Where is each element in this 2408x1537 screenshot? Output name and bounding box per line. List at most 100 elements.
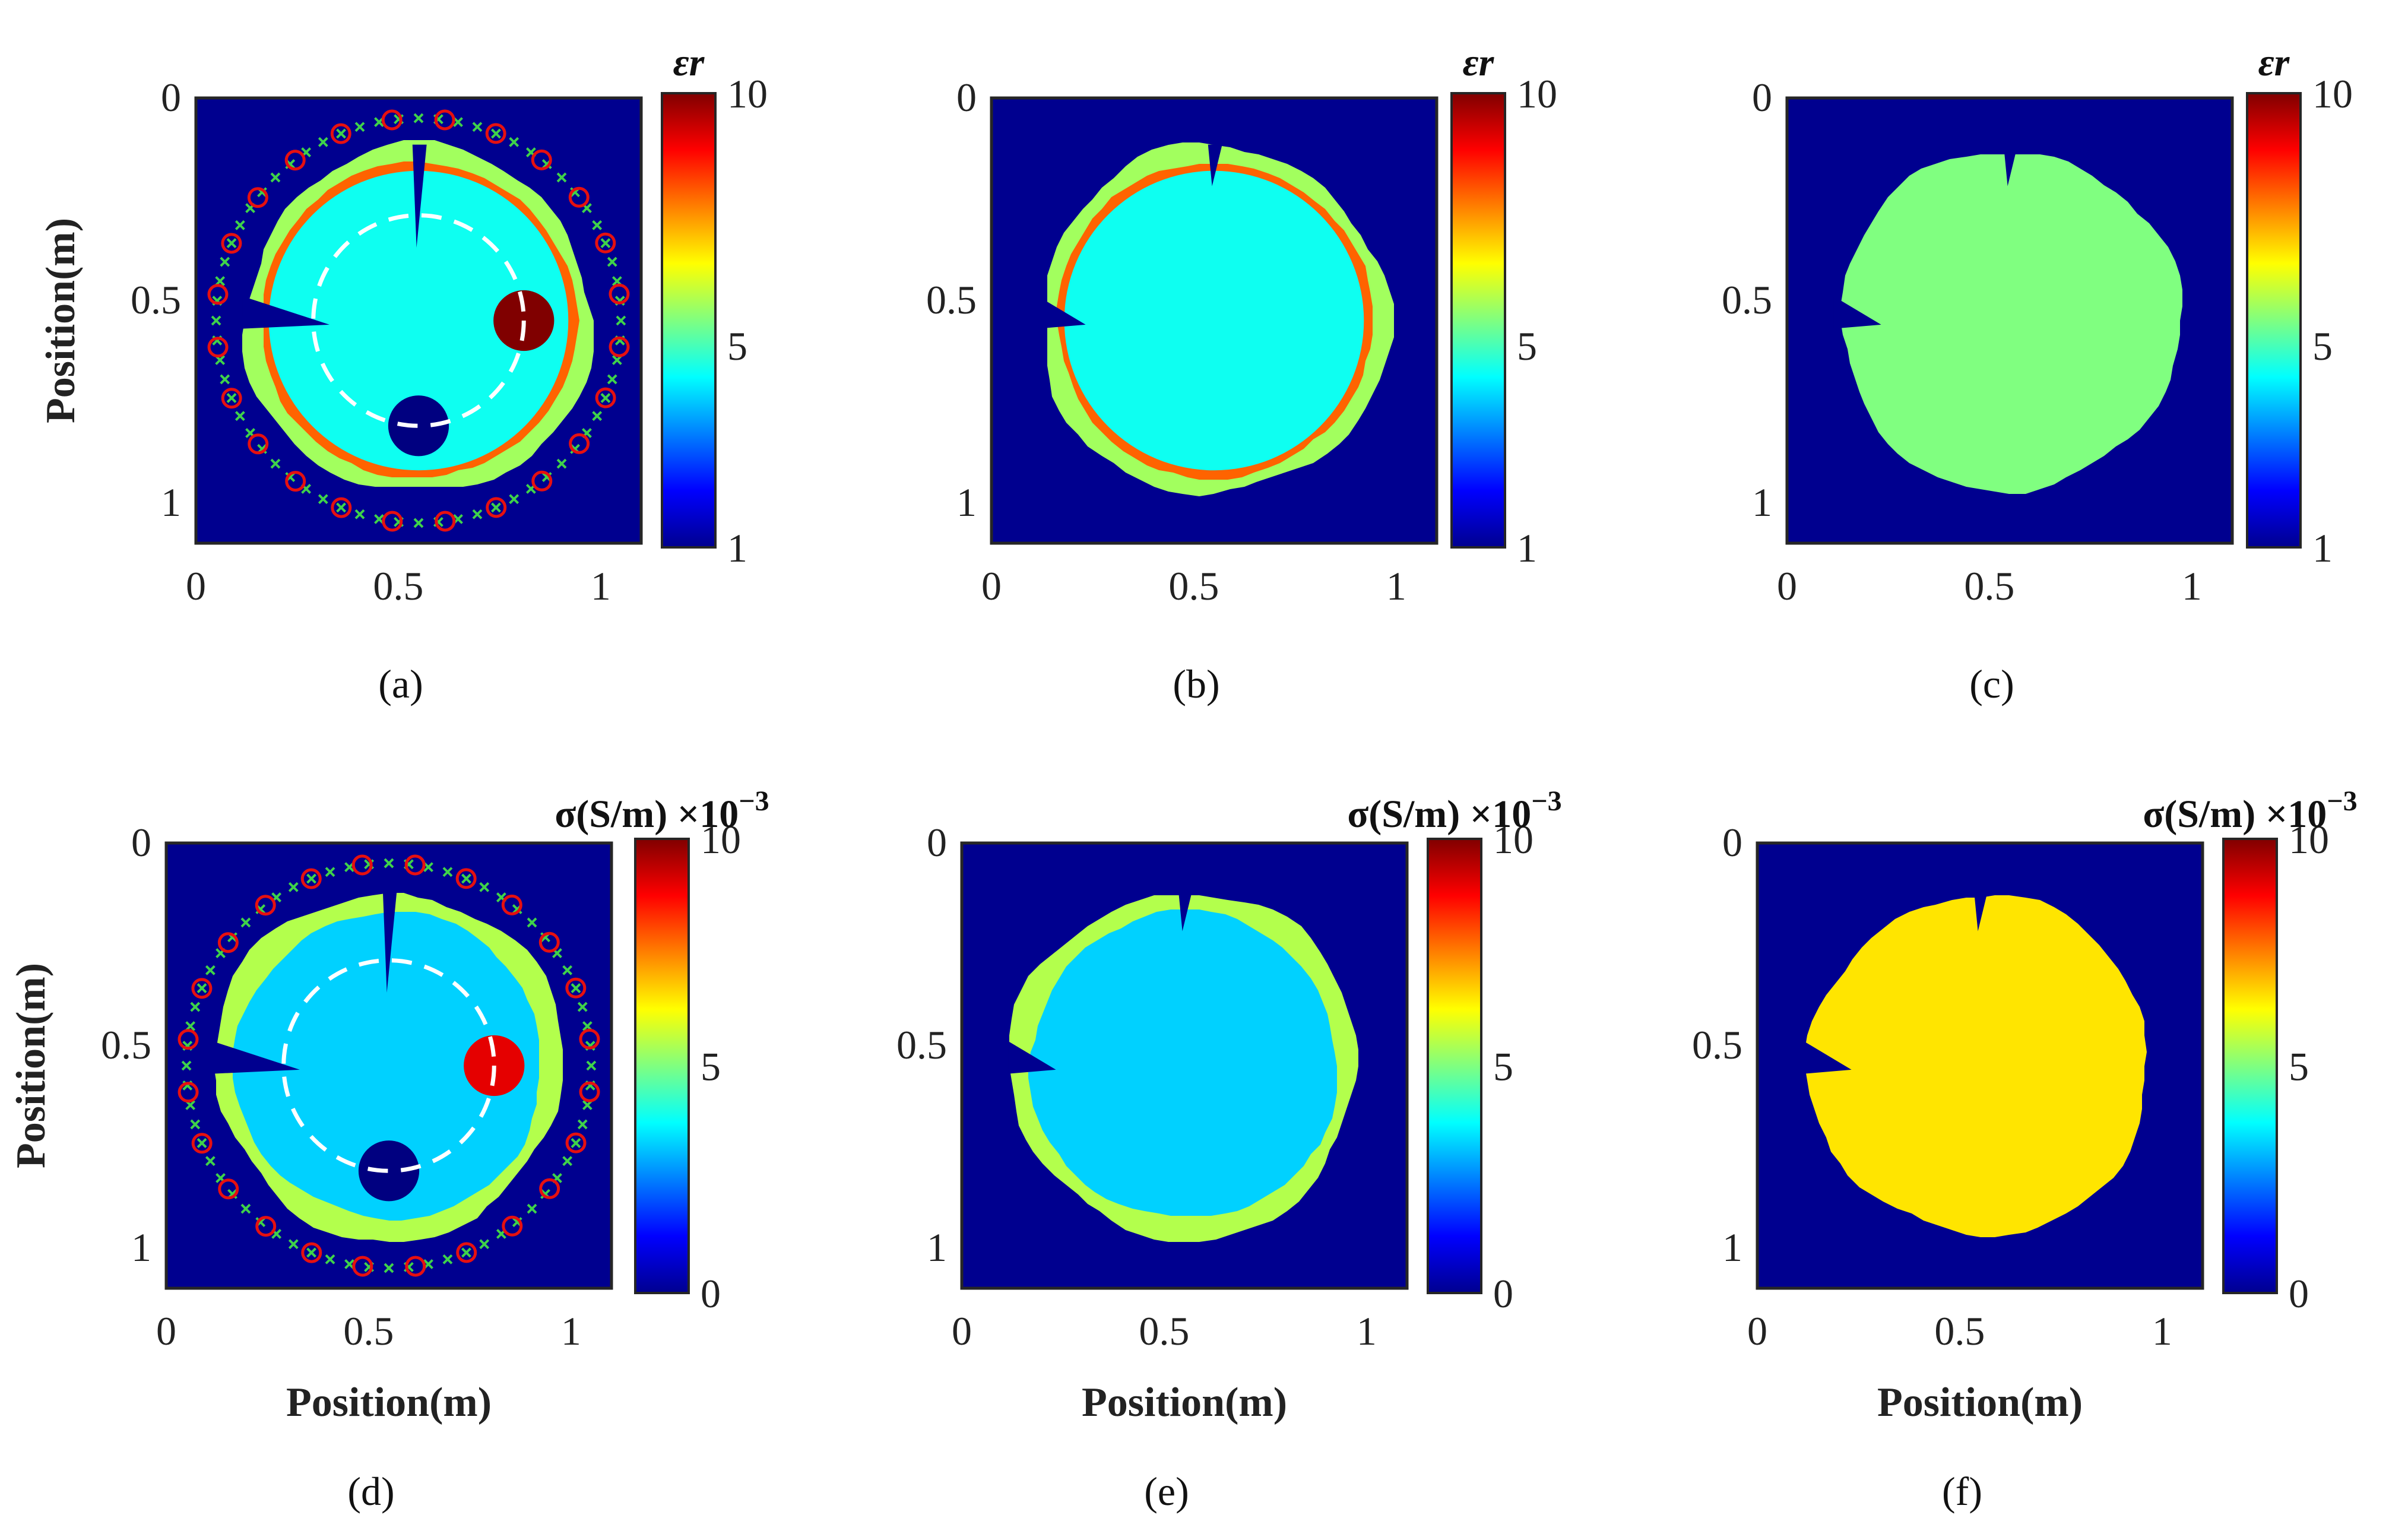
- antenna-circle-marker: [609, 336, 630, 357]
- antenna-x-marker: [270, 458, 281, 469]
- antenna-circle-marker: [191, 978, 213, 999]
- colorbar-tick-label: 0: [701, 1271, 721, 1316]
- colorbar-tick-label: 1: [727, 525, 747, 571]
- colorbar: [661, 92, 717, 549]
- x-tick-label: 1: [591, 563, 611, 609]
- y-tick-label: 1: [956, 480, 977, 525]
- colorbar-tick-label: 10: [1493, 817, 1533, 862]
- antenna-circle-marker: [178, 1082, 199, 1103]
- top-notch: [412, 144, 427, 248]
- antenna-x-marker: [374, 514, 384, 524]
- y-tick-label: 0.5: [1722, 277, 1772, 322]
- antenna-x-marker: [240, 1203, 251, 1214]
- colorbar-title: εr: [1463, 41, 1495, 84]
- antenna-circle-marker: [285, 471, 306, 492]
- colorbar: [2246, 92, 2302, 549]
- panel-caption: (d): [347, 1469, 394, 1514]
- interior-region: [1064, 170, 1364, 471]
- antenna-x-marker: [197, 983, 207, 993]
- antenna-circle-marker: [485, 123, 506, 144]
- uniform-region: [1805, 895, 2147, 1237]
- antenna-x-marker: [220, 256, 230, 267]
- colorbar-tick-label: 5: [1517, 324, 1537, 369]
- x-axis-label: Position(m): [1082, 1380, 1287, 1425]
- antenna-x-marker: [288, 882, 299, 892]
- panel-caption: (e): [1144, 1469, 1189, 1514]
- x-tick-label: 0: [1777, 563, 1797, 609]
- antenna-circle-marker: [382, 511, 403, 532]
- antenna-x-marker: [491, 128, 501, 139]
- colorbar-tick-label: 10: [2289, 817, 2329, 862]
- antenna-x-marker: [562, 1156, 573, 1167]
- antenna-x-marker: [336, 128, 346, 139]
- antenna-circle-marker: [569, 433, 590, 454]
- antenna-x-marker: [592, 411, 603, 422]
- antenna-x-marker: [586, 1060, 597, 1071]
- colorbar: [1427, 838, 1482, 1294]
- antenna-x-marker: [442, 1254, 453, 1265]
- antenna-x-marker: [215, 276, 226, 286]
- antenna-circle-marker: [579, 1028, 600, 1050]
- colorbar-title: σ(S/m) ×10−3: [1347, 785, 1561, 836]
- antenna-circle-marker: [502, 1215, 523, 1237]
- antenna-x-marker: [344, 1259, 354, 1269]
- colorbar-title: εr: [2258, 41, 2290, 84]
- x-tick-label: 0: [952, 1308, 972, 1354]
- antenna-circle-marker: [207, 337, 229, 358]
- antenna-circle-marker: [221, 388, 242, 409]
- antenna-x-marker: [607, 256, 617, 267]
- antenna-circle-marker: [405, 1256, 426, 1277]
- axes-frame: [990, 96, 1439, 545]
- antenna-circle-marker: [538, 931, 560, 953]
- interior-region: [1028, 909, 1337, 1216]
- antenna-x-marker: [240, 917, 251, 928]
- antenna-x-marker: [479, 882, 490, 892]
- antenna-x-marker: [600, 238, 611, 248]
- antenna-x-marker: [461, 1247, 471, 1258]
- antenna-x-marker: [556, 172, 567, 183]
- antenna-x-marker: [527, 1203, 537, 1214]
- antenna-x-marker: [556, 458, 567, 469]
- antenna-x-marker: [592, 220, 603, 230]
- antenna-circle-marker: [595, 232, 616, 253]
- antenna-x-marker: [461, 873, 471, 884]
- antenna-circle-marker: [531, 149, 552, 170]
- y-tick-label: 0.5: [1692, 1022, 1742, 1067]
- y-tick-label: 1: [131, 1225, 151, 1270]
- antenna-circle-marker: [539, 1178, 560, 1199]
- x-tick-label: 1: [1386, 563, 1406, 609]
- x-tick-label: 0.5: [1139, 1308, 1189, 1354]
- antenna-x-marker: [336, 502, 346, 513]
- antenna-x-marker: [413, 518, 424, 528]
- left-notch: [242, 296, 329, 329]
- y-tick-label: 0: [956, 75, 977, 120]
- y-tick-label: 0.5: [896, 1022, 947, 1067]
- antenna-x-marker: [442, 867, 453, 877]
- panel-caption: (c): [1969, 661, 2014, 706]
- antenna-circle-marker: [486, 497, 507, 518]
- antenna-circle-marker: [609, 283, 630, 305]
- antenna-x-marker: [491, 502, 501, 513]
- antenna-x-marker: [562, 965, 573, 975]
- antenna-x-marker: [453, 117, 463, 128]
- x-tick-label: 0: [156, 1308, 176, 1354]
- antenna-x-marker: [181, 1060, 192, 1071]
- colorbar: [634, 838, 690, 1294]
- antenna-x-marker: [384, 858, 394, 869]
- antenna-circle-marker: [565, 977, 587, 999]
- x-tick-label: 0.5: [1168, 563, 1219, 609]
- antenna-x-marker: [197, 1138, 207, 1148]
- x-tick-label: 0.5: [1964, 563, 2014, 609]
- low-inclusion: [388, 395, 449, 457]
- antenna-circle-marker: [456, 1242, 477, 1263]
- antenna-x-marker: [571, 983, 581, 993]
- colorbar-title: σ(S/m) ×10−3: [2143, 785, 2357, 836]
- antenna-x-marker: [582, 1100, 593, 1110]
- antenna-x-marker: [211, 315, 221, 326]
- antenna-x-marker: [205, 1156, 216, 1167]
- colorbar-tick-label: 5: [701, 1044, 721, 1089]
- antenna-x-marker: [600, 393, 611, 403]
- top-notch: [2003, 144, 2018, 186]
- antenna-x-marker: [185, 1021, 196, 1031]
